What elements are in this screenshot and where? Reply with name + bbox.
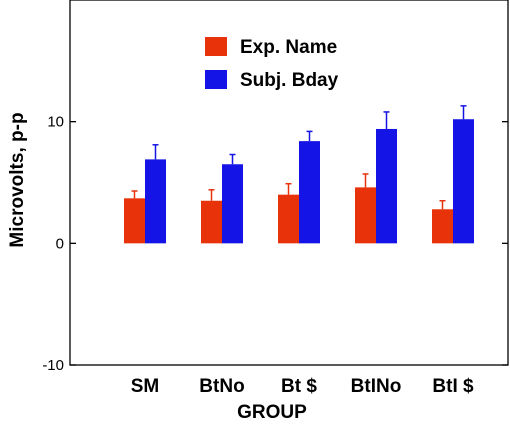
bar-subj-bday-btno: [222, 164, 243, 244]
legend-swatch-exp-name: [205, 37, 227, 56]
category-label-btino: BtINo: [351, 376, 402, 397]
bar-exp-name-btno: [201, 200, 222, 244]
bar-exp-name-btino: [355, 187, 376, 244]
x-axis-title: GROUP: [237, 402, 307, 423]
legend: Exp. Name Subj. Bday: [205, 37, 339, 91]
ticks-layer: -10 0 10: [42, 114, 508, 374]
bar-exp-name-bti: [432, 209, 453, 244]
bar-exp-name-sm: [124, 198, 145, 244]
bars-layer: [124, 105, 474, 244]
legend-label-exp-name: Exp. Name: [240, 37, 337, 58]
bar-subj-bday-btino: [376, 128, 397, 244]
bar-exp-name-bt: [278, 194, 299, 244]
bar-subj-bday-bti: [453, 119, 474, 244]
category-labels: SM BtNo Bt $ BtINo BtI $: [131, 376, 474, 397]
y-tick-label: 10: [47, 114, 64, 131]
plot-area-frame: [69, 0, 509, 366]
y-tick-label: -10: [42, 357, 64, 374]
bar-subj-bday-bt: [299, 141, 320, 244]
category-label-bt: Bt $: [281, 376, 317, 397]
category-label-sm: SM: [131, 376, 160, 397]
category-label-bti: BtI $: [432, 376, 474, 397]
y-tick-label: 0: [56, 235, 64, 252]
bar-subj-bday-sm: [145, 159, 166, 244]
legend-swatch-subj-bday: [205, 70, 227, 89]
y-axis-title: Microvolts, p-p: [7, 112, 28, 247]
legend-label-subj-bday: Subj. Bday: [240, 70, 339, 91]
category-label-btno: BtNo: [199, 376, 244, 397]
